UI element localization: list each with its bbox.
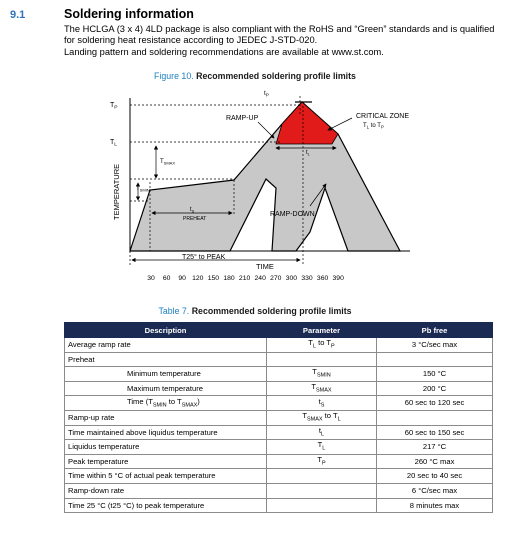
time-tick-label: 240	[255, 275, 267, 282]
row-parameter: tS	[266, 395, 377, 411]
table-row: Ramp-up rate TSMAX to TL	[64, 409, 493, 426]
table-row: Time 25 °C (t25 °C) to peak temperature 8…	[64, 497, 493, 514]
table-caption: Table 7. Recommended soldering profile l…	[0, 306, 510, 316]
time-tick-label: 60	[163, 275, 171, 282]
table-title: Recommended soldering profile limits	[191, 306, 352, 316]
time-tick-label: 30	[147, 275, 155, 282]
row-parameter: TL to TP	[266, 337, 377, 353]
row-value	[376, 409, 493, 426]
row-parameter	[266, 482, 377, 499]
row-parameter	[266, 468, 377, 484]
row-value: 150 °C	[376, 366, 493, 382]
time-tick-label: 120	[192, 275, 204, 282]
soldering-profile-diagram: tP RAMP-UP CRITICAL ZONE TL to TP TP TL …	[110, 90, 410, 282]
time-tick-label: 210	[239, 275, 251, 282]
time-tick-label: 360	[317, 275, 329, 282]
row-parameter: TSMAX	[266, 380, 377, 397]
soldering-limits-table: Description Parameter Pb free Average ra…	[64, 322, 493, 514]
row-parameter: TP	[266, 453, 377, 470]
row-value: 60 sec to 120 sec	[376, 395, 493, 411]
tl-label: tL	[306, 150, 311, 157]
row-parameter	[266, 497, 377, 514]
t25-to-peak-label: T25° to PEAK	[182, 253, 226, 261]
row-value	[376, 351, 493, 368]
y-label-tp: TP	[110, 102, 117, 111]
time-tick-label: 180	[223, 275, 235, 282]
table-row: Minimum temperature TSMIN 150 °C	[64, 366, 493, 382]
time-tick-label: 270	[270, 275, 282, 282]
row-value: 200 °C	[376, 380, 493, 397]
table-row: Time maintained above liquidus temperatu…	[64, 424, 493, 441]
time-ticks: 30 60 90 120 150 180 210 240 270 300 330 360 390	[147, 275, 344, 282]
row-parameter: tL	[266, 424, 377, 441]
tsmax-label: TSMAX	[160, 159, 175, 166]
critical-zone	[275, 101, 339, 145]
row-description: Average ramp rate	[64, 337, 267, 353]
row-description: Time within 5 °C of actual peak temperat…	[64, 468, 267, 484]
table-row: Maximum temperature TSMAX 200 °C	[64, 380, 493, 397]
row-description: Preheat	[64, 351, 267, 368]
y-label-tl: TL	[110, 139, 117, 148]
header-description: Description	[64, 322, 267, 338]
table-row: Time within 5 °C of actual peak temperat…	[64, 468, 493, 484]
figure-number: Figure 10.	[154, 71, 194, 81]
ramp-down-label: RAMP-DOWN	[270, 211, 315, 218]
row-description: Peak temperature	[64, 453, 267, 470]
paragraph-compliance: The HCLGA (3 x 4) 4LD package is also co…	[64, 24, 495, 45]
row-description: Time 25 °C (t25 °C) to peak temperature	[64, 497, 267, 514]
table-row: Preheat	[64, 351, 493, 368]
row-description: Ramp-up rate	[64, 409, 267, 426]
section-title: Soldering information	[64, 7, 194, 21]
table-row: Ramp-down rate 6 °C/sec max	[64, 482, 493, 499]
row-value: 6 °C/sec max	[376, 482, 493, 499]
critical-zone-label: CRITICAL ZONE	[356, 113, 409, 120]
row-value: 8 minutes max	[376, 497, 493, 514]
row-description: Time (TSMIN to TSMAX)	[64, 395, 267, 411]
row-value: 60 sec to 150 sec	[376, 424, 493, 441]
time-axis-label: TIME	[256, 262, 274, 271]
figure-title: Recommended soldering profile limits	[196, 71, 356, 81]
ramp-up-label: RAMP-UP	[226, 115, 259, 122]
row-value: 3 °C/sec max	[376, 337, 493, 353]
row-value: 20 sec to 40 sec	[376, 468, 493, 484]
preheat-label: PREHEAT	[183, 216, 206, 222]
table-header-row: Description Parameter Pb free	[64, 322, 493, 338]
time-tick-label: 330	[301, 275, 313, 282]
time-tick-label: 150	[208, 275, 220, 282]
row-description: Maximum temperature	[64, 380, 267, 397]
row-description: Time maintained above liquidus temperatu…	[64, 424, 267, 441]
header-parameter: Parameter	[266, 322, 377, 338]
row-parameter	[266, 351, 377, 368]
row-value: 217 °C	[376, 439, 493, 455]
table-number: Table 7.	[158, 306, 190, 316]
header-pb-free: Pb free	[376, 322, 493, 338]
row-parameter: TSMAX to TL	[266, 409, 377, 426]
ts-label: tS	[190, 207, 195, 214]
tp-top-label: tP	[264, 90, 269, 98]
section-number: 9.1	[10, 9, 26, 21]
row-parameter: TSMIN	[266, 366, 377, 382]
time-tick-label: 300	[286, 275, 298, 282]
row-description: Minimum temperature	[64, 366, 267, 382]
paragraph-landing: Landing pattern and soldering recommenda…	[64, 47, 384, 57]
row-description: Liquidus temperature	[64, 439, 267, 455]
table-row: Peak temperature TP 260 °C max	[64, 453, 493, 470]
critical-zone-range: TL to TP	[363, 123, 384, 130]
profile-band	[129, 101, 401, 252]
row-value: 260 °C max	[376, 453, 493, 470]
time-tick-label: 90	[178, 275, 186, 282]
table-row: Average ramp rate TL to TP 3 °C/sec max	[64, 337, 493, 353]
figure-caption: Figure 10. Recommended soldering profile…	[0, 71, 510, 81]
tsmin-label: TSMIN	[136, 186, 150, 193]
row-description: Ramp-down rate	[64, 482, 267, 499]
temperature-axis-label: TEMPERATURE	[112, 164, 121, 220]
table-row: Time (TSMIN to TSMAX) tS 60 sec to 120 sec	[64, 395, 493, 411]
row-parameter: TL	[266, 439, 377, 455]
time-tick-label: 390	[333, 275, 345, 282]
table-row: Liquidus temperature TL 217 °C	[64, 439, 493, 455]
